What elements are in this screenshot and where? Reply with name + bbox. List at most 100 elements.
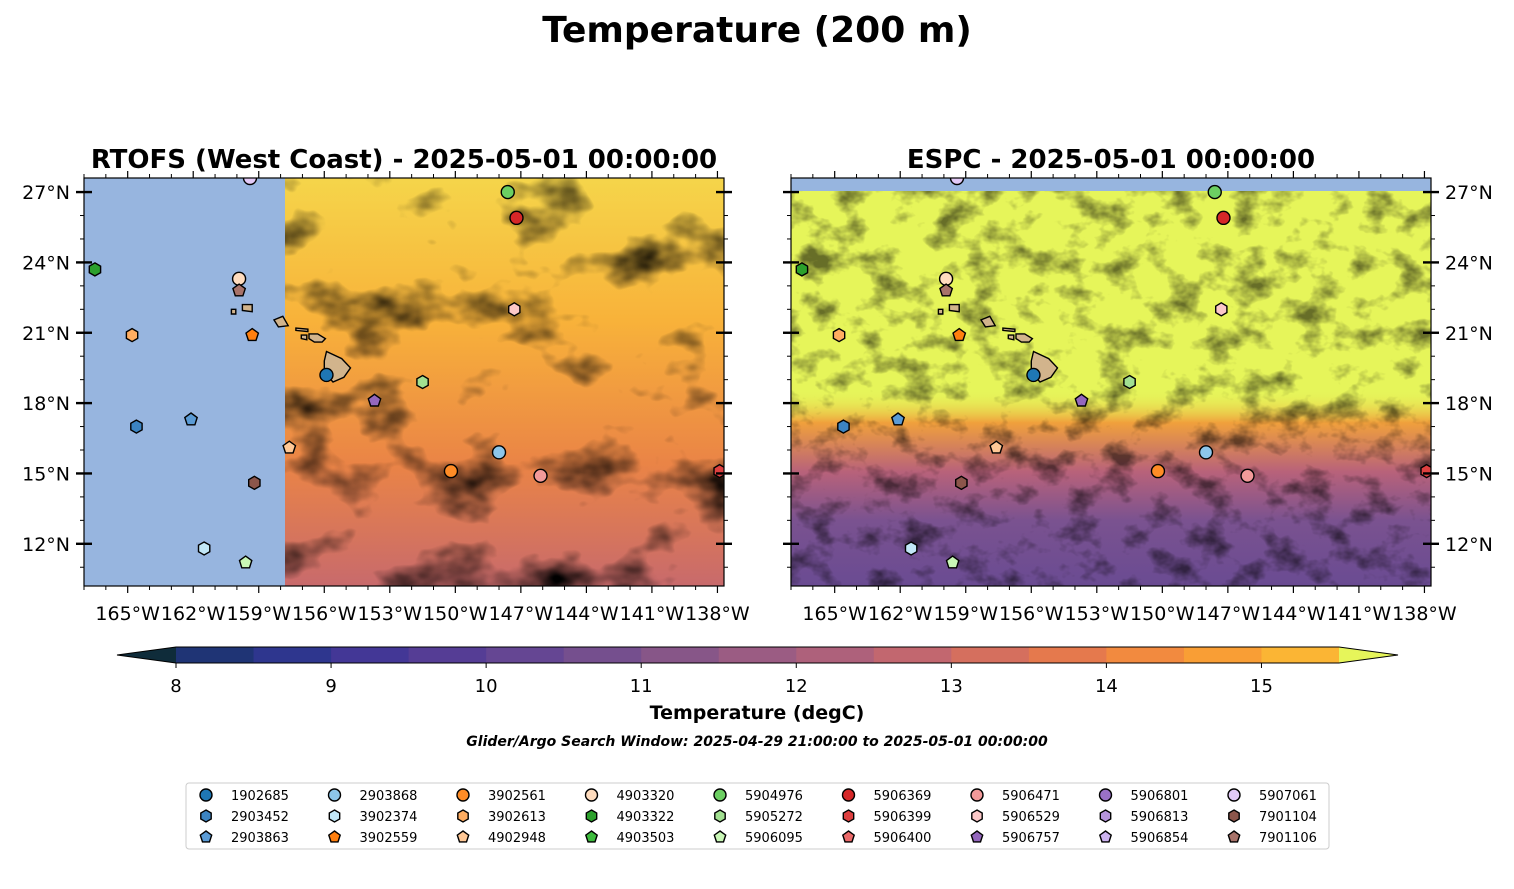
legend-label: 7901106 bbox=[1259, 831, 1317, 846]
legend-entry: 5906399 bbox=[842, 809, 932, 825]
x-tick-label: 165°W bbox=[802, 603, 867, 625]
legend-marker-2903868 bbox=[327, 788, 342, 802]
colorbar-bin bbox=[176, 647, 255, 663]
y-tick-label: 15°N bbox=[22, 463, 70, 485]
legend-marker-4903503 bbox=[584, 830, 599, 843]
legend-entry: 3902559 bbox=[327, 830, 417, 846]
legend-entry: 2903452 bbox=[200, 809, 289, 825]
legend-label: 2903452 bbox=[231, 810, 289, 825]
float-marker-2903868 bbox=[1198, 445, 1214, 460]
float-marker-4903322 bbox=[88, 262, 102, 277]
legend-entry: 5907061 bbox=[1227, 788, 1317, 804]
float-marker-4902948 bbox=[989, 440, 1004, 454]
legend-label: 5906801 bbox=[1131, 789, 1189, 804]
espc-no-data-band bbox=[791, 178, 1431, 191]
espc-panel-title: ESPC - 2025-05-01 00:00:00 bbox=[907, 145, 1315, 175]
colorbar-bin bbox=[563, 647, 642, 663]
legend-marker-5906757 bbox=[970, 830, 984, 843]
legend-label: 5905272 bbox=[745, 810, 803, 825]
legend-entry: 3902561 bbox=[456, 788, 546, 804]
legend-label: 5906399 bbox=[874, 810, 932, 825]
float-marker-3902561 bbox=[1150, 463, 1166, 479]
lanai-island-outline bbox=[300, 334, 308, 341]
float-marker-3902561 bbox=[443, 463, 459, 479]
float-marker-7901104 bbox=[955, 475, 968, 491]
legend-label: 5906471 bbox=[1002, 789, 1060, 804]
legend-marker-5906471 bbox=[970, 788, 984, 802]
float-marker-5906095 bbox=[238, 555, 253, 569]
float-marker-2903868 bbox=[491, 445, 507, 460]
legend-entry: 5906854 bbox=[1098, 830, 1188, 846]
y-tick-label: 21°N bbox=[1445, 323, 1493, 345]
y-tick-label: 12°N bbox=[1445, 534, 1493, 556]
niihau-island-outline bbox=[230, 308, 237, 315]
legend-label: 5906757 bbox=[1002, 831, 1060, 846]
y-tick-label: 24°N bbox=[22, 252, 70, 274]
colorbar-bin bbox=[641, 647, 720, 663]
float-marker-5906471 bbox=[533, 468, 548, 483]
colorbar-bins bbox=[176, 647, 1340, 663]
colorbar-bin bbox=[718, 647, 797, 663]
float-marker-2903452 bbox=[130, 419, 143, 434]
float-marker-2903863 bbox=[183, 412, 199, 426]
colorbar-tick-label: 13 bbox=[940, 676, 963, 697]
float-marker-5906757 bbox=[1074, 393, 1089, 407]
x-tick-label: 156°W bbox=[292, 603, 357, 625]
niihau-island-outline bbox=[937, 308, 944, 315]
float-marker-5906369 bbox=[509, 210, 524, 226]
colorbar-tick-label: 11 bbox=[630, 676, 653, 697]
colorbar-tick-label: 12 bbox=[785, 676, 808, 697]
legend-entry: 7901106 bbox=[1227, 830, 1317, 846]
y-tick-label: 12°N bbox=[22, 534, 70, 556]
legend-marker-5906801 bbox=[1098, 788, 1113, 802]
legend-entry: 5906400 bbox=[841, 830, 932, 846]
legend-marker-1902685 bbox=[199, 788, 213, 802]
legend-label: 5906813 bbox=[1131, 810, 1189, 825]
float-marker-3902374 bbox=[904, 541, 918, 556]
colorbar-bin bbox=[253, 647, 332, 663]
legend-label: 7901104 bbox=[1259, 810, 1317, 825]
legend-label: 3902561 bbox=[488, 789, 546, 804]
rtofs-warm-water-overlay bbox=[285, 178, 724, 586]
molokai-island-outline bbox=[1002, 327, 1016, 333]
molokai-island-outline bbox=[295, 327, 309, 333]
x-tick-label: 153°W bbox=[1065, 603, 1130, 625]
float-marker-5906801 bbox=[806, 150, 819, 163]
legend-marker-3902374 bbox=[328, 809, 341, 823]
y-tick-label: 18°N bbox=[22, 393, 70, 415]
colorbar-bin bbox=[331, 647, 410, 663]
float-legend: 1902685 2903452 2903863 2903868 3902374 39025… bbox=[185, 782, 1330, 850]
maui-island-outline bbox=[1015, 333, 1034, 343]
espc-eddy-texture bbox=[791, 178, 1431, 586]
float-marker-4903322 bbox=[795, 262, 809, 277]
legend-entry: 1902685 bbox=[199, 788, 289, 804]
legend-entry: 5906813 bbox=[1099, 809, 1189, 825]
y-tick-label: 24°N bbox=[1445, 252, 1493, 274]
espc-axis-ticks: 165°W 162°W 159°W 156°W 153°W 150°W 147°W 144°W… bbox=[783, 171, 1493, 625]
colorbar-bin bbox=[1028, 647, 1107, 663]
x-tick-label: 153°W bbox=[358, 603, 423, 625]
colorbar-tick-label: 9 bbox=[325, 676, 336, 697]
float-marker-3902559 bbox=[245, 327, 260, 342]
rtofs-map-panel: RTOFS (West Coast) - 2025-05-01 00:00:00… bbox=[22, 145, 750, 625]
x-tick-label: 165°W bbox=[95, 603, 160, 625]
legend-label: 5906400 bbox=[874, 831, 932, 846]
espc-map-frame bbox=[790, 177, 1432, 587]
legend-label: 3902613 bbox=[488, 810, 546, 825]
x-tick-label: 162°W bbox=[868, 603, 933, 625]
colorbar-label: Temperature (degC) bbox=[650, 702, 865, 724]
legend-label: 1902685 bbox=[231, 789, 289, 804]
legend-label: 4903322 bbox=[617, 810, 675, 825]
legend-marker-5906854 bbox=[1098, 830, 1113, 843]
legend-entries: 1902685 2903452 2903863 2903868 3902374 39025… bbox=[199, 788, 1317, 846]
x-tick-label: 150°W bbox=[1130, 603, 1195, 625]
espc-float-markers bbox=[795, 150, 1431, 569]
float-marker-5907061 bbox=[949, 178, 965, 186]
legend-marker-5906529 bbox=[971, 809, 983, 823]
y-tick-label: 27°N bbox=[1445, 182, 1493, 204]
rtofs-map-frame bbox=[83, 177, 725, 587]
legend-entry: 4903322 bbox=[585, 809, 675, 825]
float-marker-1902685 bbox=[319, 367, 334, 383]
float-marker-5905272 bbox=[416, 374, 429, 390]
float-marker-5906471 bbox=[1240, 468, 1255, 483]
